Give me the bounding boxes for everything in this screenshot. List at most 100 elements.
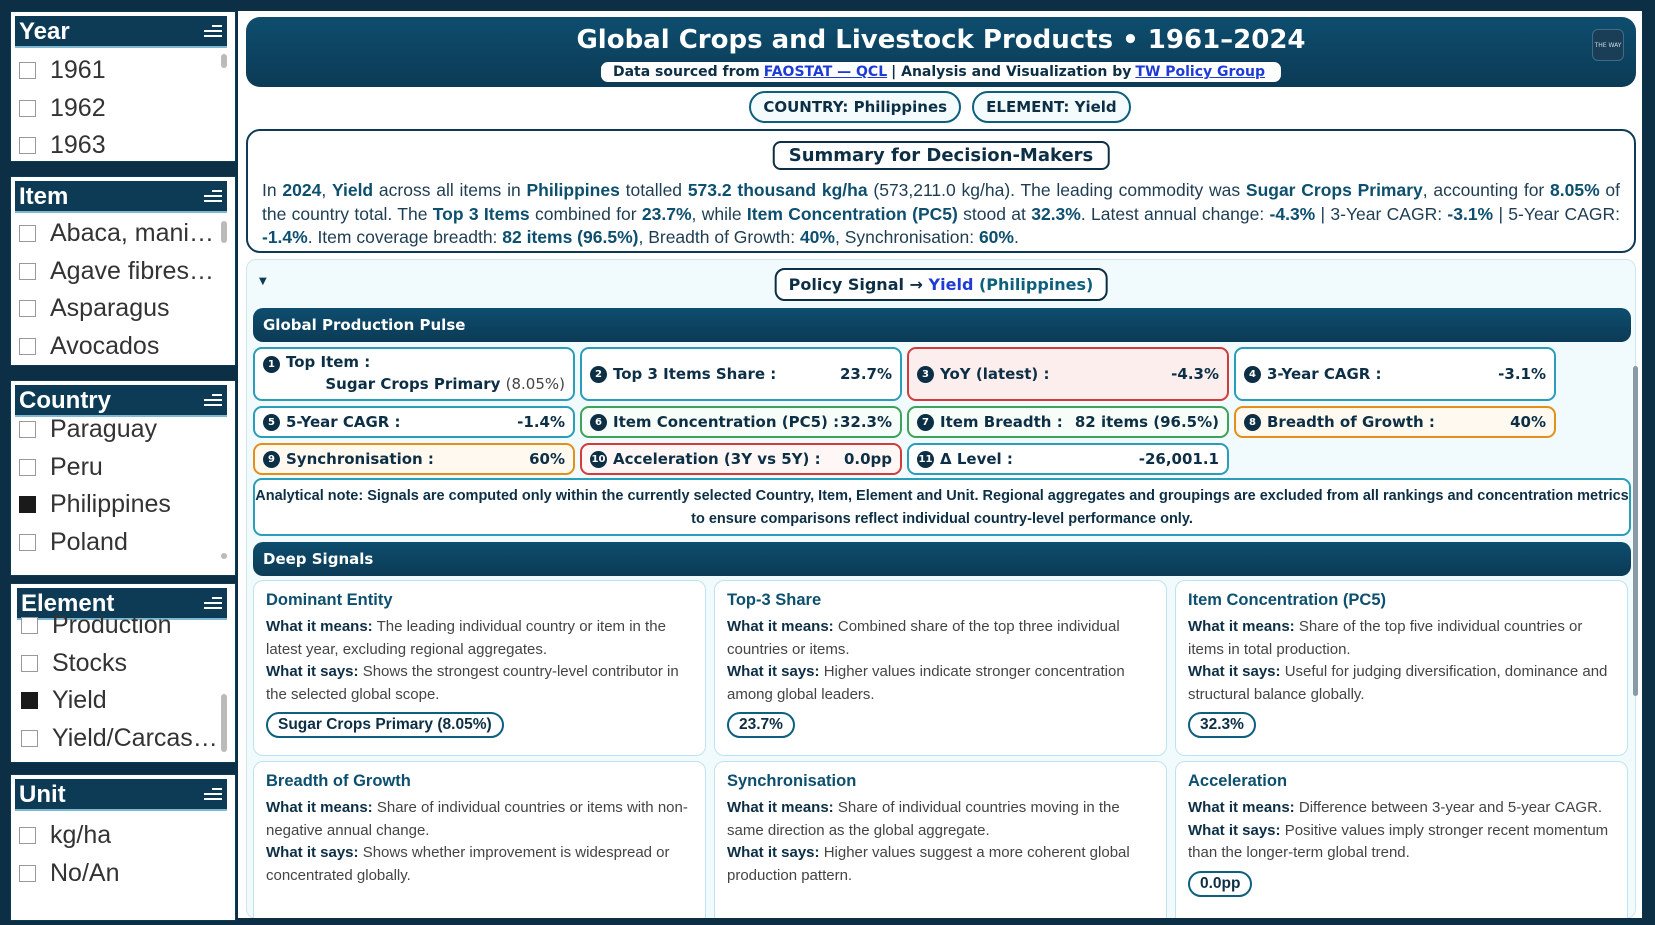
number-badge: 10 (590, 450, 607, 468)
page-title: Global Crops and Livestock Products • 19… (576, 25, 1306, 55)
card-breadth-of-growth: Breadth of Growth What it means: Share o… (253, 761, 706, 918)
slicer-menu-icon[interactable] (204, 788, 222, 802)
unit-slicer-header: Unit (15, 779, 227, 811)
number-badge: 9 (263, 450, 280, 468)
element-option-yield[interactable]: Yield (17, 682, 219, 720)
element-option-production[interactable]: Production (17, 607, 219, 645)
kpi-delta-level: 11 Δ Level : -26,001.1 (907, 443, 1229, 475)
item-option[interactable]: Agave fibres, ... (15, 253, 219, 291)
checkbox[interactable] (19, 137, 36, 155)
element-slicer-title: Element (21, 590, 115, 617)
collapse-caret-icon[interactable]: ▼ (259, 276, 267, 287)
element-scrollbar[interactable] (221, 694, 227, 752)
kpi-breadth-of-growth: 8 Breadth of Growth :40% (1234, 406, 1556, 438)
checkbox[interactable] (19, 421, 36, 439)
number-badge: 7 (917, 413, 934, 431)
checkbox[interactable] (21, 654, 38, 672)
checkbox[interactable] (21, 617, 38, 635)
kpi-top3-share: 2 Top 3 Items Share :23.7% (580, 347, 902, 401)
country-option-paraguay[interactable]: Paraguay (15, 411, 219, 449)
checkbox-checked[interactable] (21, 692, 38, 710)
unit-option-kg-ha[interactable]: kg/ha (15, 817, 219, 855)
summary-text: In 2024, Yield across all items in Phili… (262, 180, 1621, 247)
country-option-philippines[interactable]: Philippines (15, 486, 219, 524)
checkbox[interactable] (19, 458, 36, 476)
checkbox[interactable] (21, 729, 38, 747)
year-slicer-title: Year (19, 18, 70, 45)
number-badge: 8 (1244, 413, 1261, 431)
checkbox-checked[interactable] (19, 496, 36, 514)
checkbox[interactable] (19, 864, 36, 882)
unit-option-no-an[interactable]: No/An (15, 855, 219, 893)
year-slicer-header: Year (15, 16, 227, 48)
kpi-synchronisation: 9 Synchronisation :60% (253, 443, 575, 475)
unit-slicer: Unit kg/ha No/An (10, 774, 236, 921)
policy-signal-section: ▼ Policy Signal → Yield (Philippines) Gl… (246, 259, 1636, 918)
value-tag: 0.0pp (1188, 870, 1253, 897)
year-scrollbar[interactable] (221, 54, 227, 68)
card-top3-share: Top-3 Share What it means: Combined shar… (714, 580, 1167, 756)
summary-panel: Summary for Decision-Makers In 2024, Yie… (246, 129, 1636, 253)
deep-signals-header: Deep Signals (253, 542, 1631, 576)
value-tag: 32.3% (1188, 712, 1256, 738)
number-badge: 3 (917, 365, 934, 383)
item-option[interactable]: Abaca, manila... (15, 215, 219, 253)
item-option[interactable]: Avocados (15, 328, 219, 366)
year-option-1961[interactable]: 1961 (15, 52, 219, 90)
number-badge: 11 (917, 450, 934, 468)
kpi-yoy: 3 YoY (latest) : -4.3% (907, 347, 1229, 401)
year-option-1962[interactable]: 1962 (15, 90, 219, 128)
checkbox[interactable] (19, 827, 36, 845)
checkbox[interactable] (19, 225, 36, 243)
unit-slicer-title: Unit (19, 781, 66, 808)
title-banner: Global Crops and Livestock Products • 19… (246, 17, 1636, 87)
country-option-poland[interactable]: Poland (15, 524, 219, 562)
slicer-menu-icon[interactable] (204, 597, 222, 611)
number-badge: 4 (1244, 365, 1261, 383)
card-dominant-entity: Dominant Entity What it means: The leadi… (253, 580, 706, 756)
element-filter-pill: ELEMENT: Yield (972, 91, 1131, 123)
card-synchronisation: Synchronisation What it means: Share of … (714, 761, 1167, 918)
number-badge: 5 (263, 413, 280, 431)
checkbox[interactable] (19, 62, 36, 80)
element-slicer-header: Element (17, 588, 227, 620)
slicer-menu-icon[interactable] (204, 25, 222, 39)
item-slicer-header: Item (15, 181, 227, 213)
checkbox[interactable] (19, 300, 36, 318)
country-slicer: Country Paraguay Peru Philippines Poland (10, 380, 236, 576)
item-slicer-title: Item (19, 183, 69, 210)
country-filter-pill: COUNTRY: Philippines (749, 91, 962, 123)
country-slicer-header: Country (15, 385, 227, 417)
the-way-logo: THE WAY (1592, 29, 1624, 61)
analytical-note: Analytical note: Signals are computed on… (253, 478, 1631, 536)
checkbox[interactable] (19, 262, 36, 280)
country-slicer-title: Country (19, 387, 111, 414)
main-scrollbar[interactable] (1633, 366, 1638, 696)
element-option-stocks[interactable]: Stocks (17, 645, 219, 683)
year-slicer: Year 1961 1962 1963 (10, 11, 236, 162)
item-option[interactable]: Asparagus (15, 290, 219, 328)
item-scrollbar[interactable] (221, 221, 227, 243)
kpi-3yr-cagr: 4 3-Year CAGR : -3.1% (1234, 347, 1556, 401)
checkbox[interactable] (19, 99, 36, 117)
number-badge: 6 (590, 413, 607, 431)
value-tag: 23.7% (727, 712, 795, 738)
tw-policy-group-link[interactable]: TW Policy Group (1135, 64, 1266, 80)
card-acceleration: Acceleration What it means: Difference b… (1175, 761, 1628, 918)
year-option-1963[interactable]: 1963 (15, 127, 219, 161)
slicer-menu-icon[interactable] (204, 190, 222, 204)
summary-title: Summary for Decision-Makers (772, 141, 1110, 170)
value-tag: Sugar Crops Primary (8.05%) (266, 712, 504, 738)
element-option-yield-carcass[interactable]: Yield/Carcass ... (17, 720, 219, 758)
slicer-menu-icon[interactable] (204, 394, 222, 408)
kpi-acceleration: 10 Acceleration (3Y vs 5Y) :0.0pp (580, 443, 902, 475)
checkbox[interactable] (19, 337, 36, 355)
kpi-item-breadth: 7 Item Breadth :82 items (96.5%) (907, 406, 1229, 438)
checkbox[interactable] (19, 533, 36, 551)
country-scrollbar[interactable] (221, 553, 227, 559)
report-canvas: Global Crops and Livestock Products • 19… (238, 11, 1642, 918)
number-badge: 1 (263, 356, 280, 373)
country-option-peru[interactable]: Peru (15, 449, 219, 487)
pulse-section-header: Global Production Pulse (253, 308, 1631, 342)
faostat-link[interactable]: FAOSTAT — QCL (763, 64, 888, 80)
